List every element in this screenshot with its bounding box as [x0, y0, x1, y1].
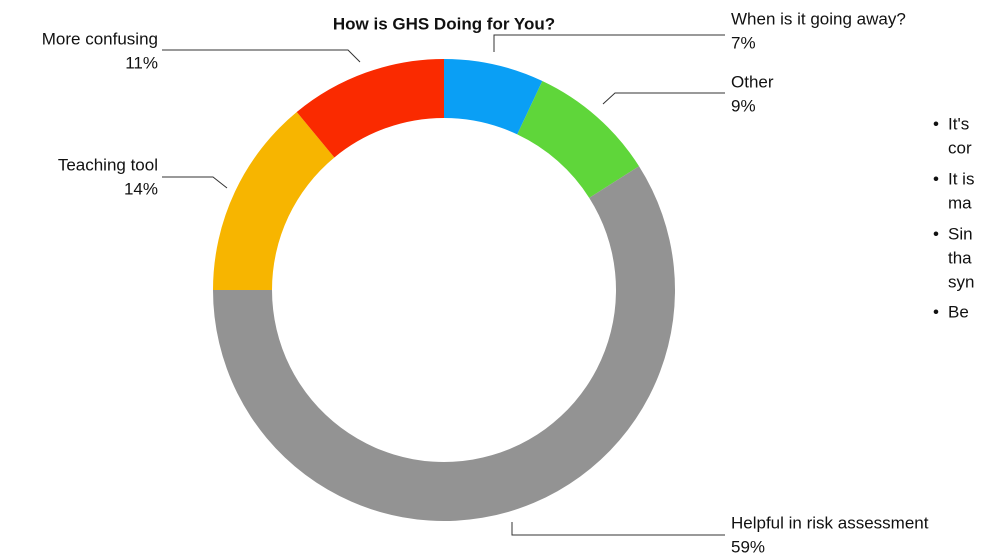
slice-label: Teaching tool — [58, 155, 158, 174]
slice-value-label: 9% — [731, 96, 756, 115]
bullet: • — [933, 302, 939, 321]
bullet: • — [933, 224, 939, 243]
annotation-text: Be — [948, 302, 969, 321]
slice-value-label: 7% — [731, 33, 756, 52]
annotation-text: It's — [948, 114, 969, 133]
donut-slice — [296, 59, 444, 158]
slice-label: When is it going away? — [731, 9, 906, 28]
slice-value-label: 11% — [125, 53, 158, 72]
leader-line — [162, 176, 228, 189]
annotation-text: tha — [948, 248, 972, 267]
bullet: • — [933, 169, 939, 188]
annotation-text: ma — [948, 193, 972, 212]
slice-value-label: 14% — [124, 179, 158, 198]
slice-label: Helpful in risk assessment — [731, 513, 929, 532]
donut-slice — [444, 59, 543, 135]
bullet: • — [933, 114, 939, 133]
annotation-text: It is — [948, 169, 974, 188]
annotation-text: Sin — [948, 224, 973, 243]
donut-slice — [213, 166, 675, 522]
leader-line — [602, 92, 725, 105]
leader-line — [162, 49, 361, 63]
annotation-text: cor — [948, 138, 972, 157]
donut-slice — [213, 112, 335, 290]
slice-label: More confusing — [42, 29, 158, 48]
chart-title: How is GHS Doing for You? — [333, 14, 555, 33]
leader-line — [511, 522, 725, 536]
slice-label: Other — [731, 72, 774, 91]
donut-slice — [517, 80, 640, 198]
leader-line — [493, 34, 725, 52]
slice-value-label: 59% — [731, 537, 765, 556]
annotation-text: syn — [948, 272, 974, 291]
